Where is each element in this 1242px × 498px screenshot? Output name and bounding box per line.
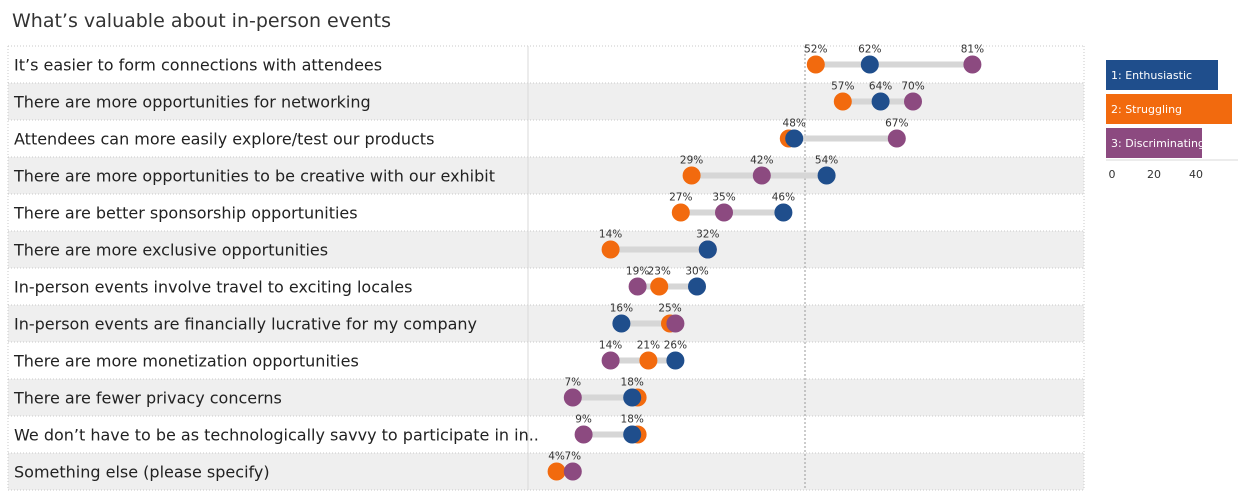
data-label: 57% xyxy=(831,81,854,93)
data-point xyxy=(574,425,593,444)
data-point xyxy=(963,55,982,74)
chart-title: What’s valuable about in-person events xyxy=(12,10,392,32)
data-point xyxy=(601,351,620,370)
data-point xyxy=(785,129,804,148)
data-label: 23% xyxy=(648,266,671,278)
data-label: 32% xyxy=(696,229,719,241)
data-point xyxy=(563,388,582,407)
row-background xyxy=(8,157,1084,194)
data-point xyxy=(671,203,690,222)
data-point xyxy=(547,462,566,481)
data-label: 67% xyxy=(885,118,908,130)
row-label: Attendees can more easily explore/test o… xyxy=(14,130,434,149)
data-label: 42% xyxy=(750,155,773,167)
data-point xyxy=(817,166,836,185)
data-label: 30% xyxy=(685,266,708,278)
data-label: 18% xyxy=(621,377,644,389)
data-label: 16% xyxy=(610,303,633,315)
row-label: There are more monetization opportunitie… xyxy=(13,352,359,371)
data-point xyxy=(752,166,771,185)
data-point xyxy=(806,55,825,74)
data-label: 52% xyxy=(804,44,827,56)
data-point xyxy=(623,388,642,407)
data-point xyxy=(715,203,733,222)
row-background xyxy=(8,305,1084,342)
data-label: 27% xyxy=(669,192,692,204)
row-background xyxy=(8,194,1084,231)
data-point xyxy=(666,314,685,333)
row-label: In-person events are financially lucrati… xyxy=(14,315,477,334)
data-point xyxy=(612,314,631,333)
data-label: 70% xyxy=(901,81,924,93)
row-label: It’s easier to form connections with att… xyxy=(14,56,382,75)
data-label: 14% xyxy=(599,229,622,241)
row-label: Something else (please specify) xyxy=(14,463,270,482)
data-point xyxy=(682,166,701,185)
row-background xyxy=(8,453,1084,490)
data-label: 26% xyxy=(664,340,687,352)
row-label: There are more exclusive opportunities xyxy=(13,241,328,260)
data-label: 25% xyxy=(658,303,681,315)
legend-label: 3: Discriminating xyxy=(1111,137,1205,150)
data-point xyxy=(833,92,852,111)
row-label: In-person events involve travel to excit… xyxy=(14,278,412,297)
data-label: 48% xyxy=(783,118,806,130)
row-background xyxy=(8,379,1084,416)
data-point xyxy=(639,351,658,370)
row-background xyxy=(8,416,1084,453)
data-label: 7% xyxy=(564,451,581,463)
data-point xyxy=(628,277,647,296)
row-label: There are more opportunities to be creat… xyxy=(13,167,495,186)
data-point xyxy=(860,55,879,74)
data-point xyxy=(887,129,906,148)
data-point xyxy=(650,277,669,296)
data-point xyxy=(563,462,582,481)
data-point xyxy=(601,240,620,259)
legend-scale-tick: 0 xyxy=(1109,168,1116,181)
legend-swatch xyxy=(1106,94,1232,124)
data-point xyxy=(666,351,685,370)
data-label: 64% xyxy=(869,81,892,93)
data-point xyxy=(688,277,706,296)
data-point xyxy=(623,425,642,444)
data-label: 18% xyxy=(621,414,644,426)
data-label: 35% xyxy=(712,192,735,204)
data-label: 19% xyxy=(626,266,649,278)
legend-scale-tick: 40 xyxy=(1189,168,1203,181)
row-background xyxy=(8,342,1084,379)
legend-label: 1: Enthusiastic xyxy=(1111,69,1192,82)
data-label: 81% xyxy=(961,44,984,56)
data-label: 9% xyxy=(575,414,592,426)
data-label: 21% xyxy=(637,340,660,352)
legend-swatch xyxy=(1106,128,1202,158)
data-point xyxy=(774,203,793,222)
row-label: There are better sponsorship opportuniti… xyxy=(13,204,358,223)
data-label: 29% xyxy=(680,155,703,167)
legend-scale-tick: 20 xyxy=(1147,168,1161,181)
data-label: 46% xyxy=(772,192,795,204)
data-point xyxy=(904,92,922,111)
data-label: 4% xyxy=(548,451,565,463)
row-label: There are more opportunities for network… xyxy=(13,93,371,112)
data-label: 54% xyxy=(815,155,838,167)
row-label: We don’t have to be as technologically s… xyxy=(14,426,539,445)
data-point xyxy=(698,240,717,259)
data-point xyxy=(871,92,890,111)
row-label: There are fewer privacy concerns xyxy=(13,389,282,408)
legend-swatch xyxy=(1106,60,1218,90)
data-label: 7% xyxy=(564,377,581,389)
row-background xyxy=(8,231,1084,268)
legend-label: 2: Struggling xyxy=(1111,103,1182,116)
data-label: 14% xyxy=(599,340,622,352)
row-background xyxy=(8,268,1084,305)
data-label: 62% xyxy=(858,44,881,56)
